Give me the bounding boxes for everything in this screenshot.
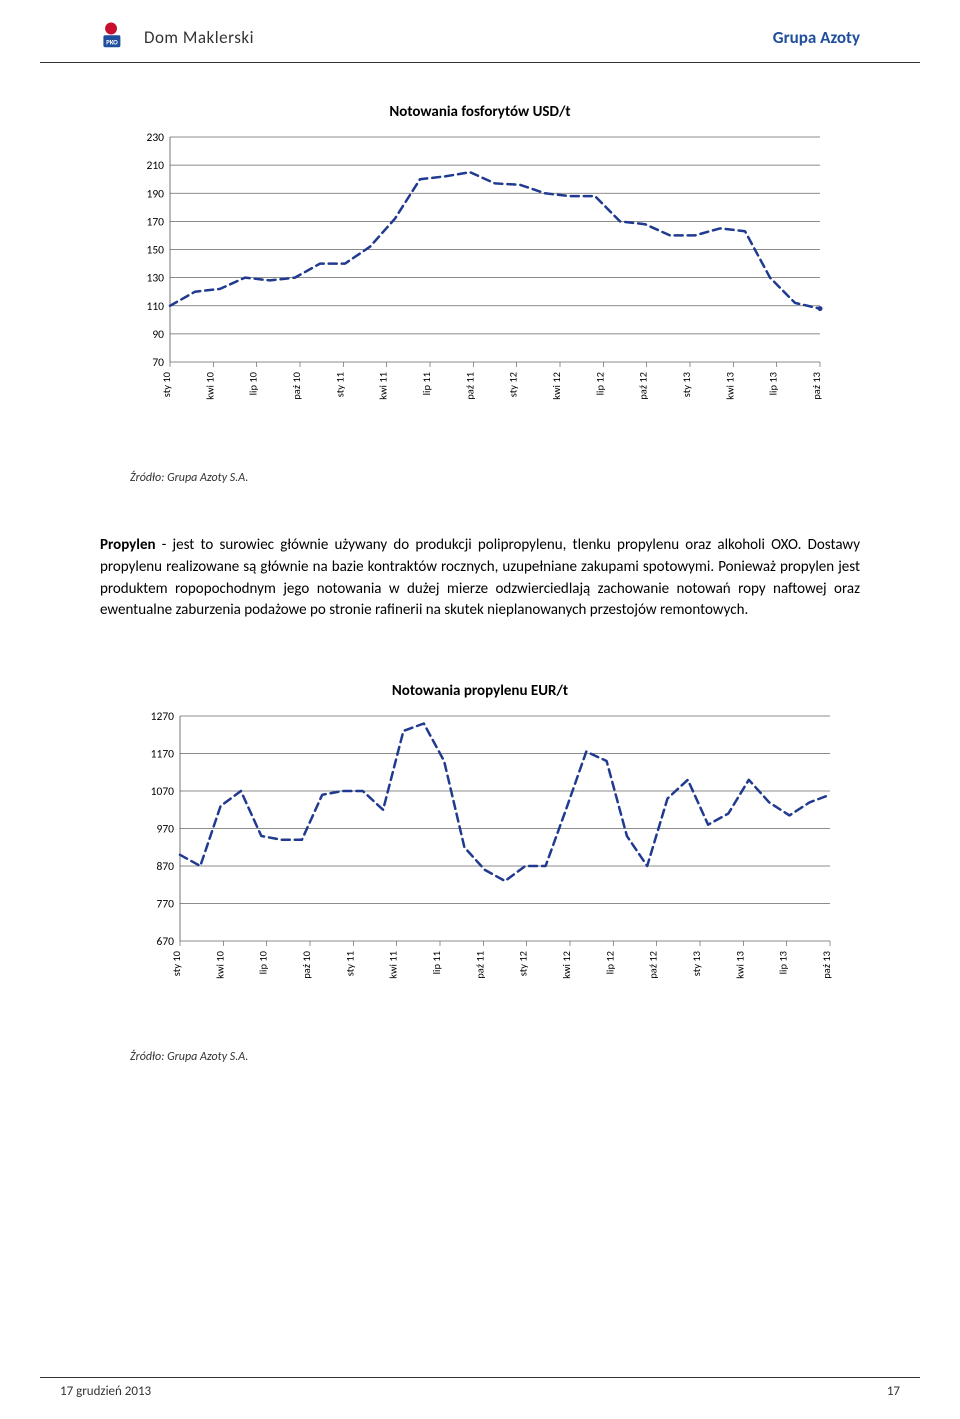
para-text: jest to surowiec głównie używany do prod… <box>100 536 860 619</box>
chart1-title: Notowania fosforytów USD/t <box>120 103 840 121</box>
svg-text:lip 11: lip 11 <box>430 951 443 974</box>
para-dash: - <box>156 536 173 554</box>
svg-text:130: 130 <box>147 272 165 286</box>
chart1-svg: 70 90 110 130 150 170 190 210 230 sty 10 kwi 10 lip… <box>120 127 840 467</box>
svg-text:770: 770 <box>157 898 175 912</box>
svg-text:PKO: PKO <box>106 39 118 47</box>
svg-text:kwi 12: kwi 12 <box>560 951 573 979</box>
svg-text:kwi 11: kwi 11 <box>387 951 400 979</box>
svg-text:kwi 13: kwi 13 <box>733 951 746 979</box>
svg-text:lip 13: lip 13 <box>777 951 790 974</box>
svg-text:kwi 12: kwi 12 <box>550 372 563 400</box>
svg-text:230: 230 <box>147 131 165 145</box>
logo-text: Dom Maklerski <box>144 27 254 48</box>
svg-text:1270: 1270 <box>151 710 174 724</box>
para-lead-bold: Propylen <box>100 536 156 554</box>
body-paragraph: Propylen - jest to surowiec głównie używ… <box>100 535 860 622</box>
svg-text:sty 10: sty 10 <box>170 950 183 976</box>
svg-text:110: 110 <box>147 300 165 314</box>
svg-text:kwi 10: kwi 10 <box>213 950 226 978</box>
svg-text:sty 12: sty 12 <box>517 951 530 976</box>
chart1-block: Notowania fosforytów USD/t 70 90 110 130 150… <box>120 103 840 485</box>
svg-text:sty 10: sty 10 <box>160 371 173 397</box>
chart2-block: Notowania propylenu EUR/t 670 770 870 970 10… <box>120 682 840 1064</box>
svg-text:90: 90 <box>152 328 164 342</box>
svg-text:sty 11: sty 11 <box>343 951 356 976</box>
svg-text:lip 12: lip 12 <box>593 372 606 395</box>
svg-text:kwi 11: kwi 11 <box>377 372 390 400</box>
svg-text:paź 11: paź 11 <box>463 372 476 400</box>
svg-text:paź 10: paź 10 <box>300 950 313 978</box>
main-content: Notowania fosforytów USD/t 70 90 110 130 150… <box>0 63 960 1064</box>
page-header: PKO Dom Maklerski Grupa Azoty <box>40 0 920 63</box>
svg-text:970: 970 <box>157 823 175 837</box>
svg-text:paź 12: paź 12 <box>637 372 650 400</box>
svg-text:190: 190 <box>147 187 165 201</box>
svg-text:150: 150 <box>147 244 165 258</box>
svg-text:paź 13: paź 13 <box>810 372 823 400</box>
chart1-source: Źródło: Grupa Azoty S.A. <box>130 471 840 485</box>
svg-text:670: 670 <box>157 935 175 949</box>
pko-logo-icon: PKO <box>100 20 134 54</box>
svg-text:kwi 13: kwi 13 <box>723 372 736 400</box>
chart2-title: Notowania propylenu EUR/t <box>120 682 840 700</box>
logo-block: PKO Dom Maklerski <box>100 20 254 54</box>
svg-text:kwi 10: kwi 10 <box>203 371 216 399</box>
chart2-svg: 670 770 870 970 1070 1170 1270 sty 10 kwi 10 lip … <box>120 706 840 1046</box>
svg-text:lip 10: lip 10 <box>247 371 260 395</box>
svg-text:paź 11: paź 11 <box>473 951 486 979</box>
svg-text:210: 210 <box>147 159 165 173</box>
footer-date: 17 grudzień 2013 <box>60 1384 151 1399</box>
svg-text:1170: 1170 <box>151 748 174 762</box>
svg-text:sty 13: sty 13 <box>680 372 693 397</box>
footer-page: 17 <box>887 1384 900 1399</box>
svg-text:70: 70 <box>152 356 164 370</box>
chart2-area: 670 770 870 970 1070 1170 1270 sty 10 kwi 10 lip … <box>120 706 840 1046</box>
svg-text:870: 870 <box>157 860 175 874</box>
chart2-source: Źródło: Grupa Azoty S.A. <box>130 1050 840 1064</box>
svg-text:paź 13: paź 13 <box>820 951 833 979</box>
chart1-area: 70 90 110 130 150 170 190 210 230 sty 10 kwi 10 lip… <box>120 127 840 467</box>
svg-text:lip 11: lip 11 <box>420 372 433 395</box>
svg-text:paź 10: paź 10 <box>290 371 303 399</box>
svg-text:lip 10: lip 10 <box>257 950 270 974</box>
svg-text:sty 11: sty 11 <box>333 372 346 397</box>
svg-text:170: 170 <box>147 215 165 229</box>
page-footer: 17 grudzień 2013 17 <box>40 1377 920 1399</box>
svg-text:sty 13: sty 13 <box>690 951 703 976</box>
svg-text:paź 12: paź 12 <box>647 951 660 979</box>
svg-text:lip 12: lip 12 <box>603 951 616 974</box>
header-company: Grupa Azoty <box>773 27 860 48</box>
svg-text:lip 13: lip 13 <box>767 372 780 395</box>
svg-text:1070: 1070 <box>151 785 174 799</box>
svg-text:sty 12: sty 12 <box>507 372 520 397</box>
